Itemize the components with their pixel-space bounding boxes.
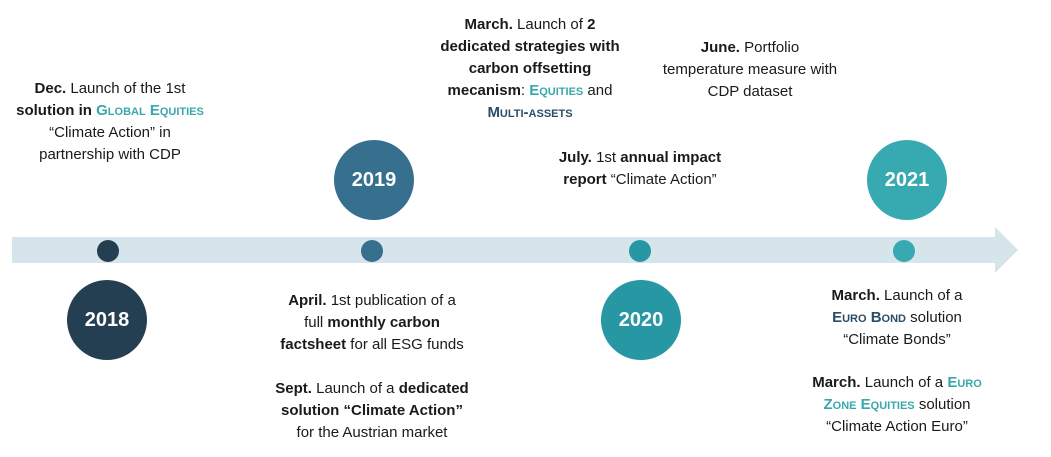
year-label-2018: 2018 (84, 308, 130, 331)
timeline-arrow (12, 227, 1018, 273)
timeline-dot-2020 (629, 240, 651, 262)
year-label-2019: 2019 (351, 168, 397, 191)
year-label-2021: 2021 (884, 168, 930, 191)
timeline-dot-2019 (361, 240, 383, 262)
event-mar-2021-euro-bond: March. Launch of a Euro Bond solution “C… (831, 287, 963, 348)
year-circle-2019: 2019 (334, 140, 414, 220)
year-circle-2020: 2020 (601, 280, 681, 360)
year-circle-2021: 2021 (867, 140, 947, 220)
event-jul-2020: July. 1st annual impact report “Climate … (558, 149, 722, 188)
year-label-2020: 2020 (618, 308, 664, 331)
year-circle-2018: 2018 (67, 280, 147, 360)
event-jun-2020: June. Portfolio temperature measure with… (662, 39, 838, 100)
event-dec-2018: Dec. Launch of the 1st solution in Globa… (16, 80, 204, 163)
event-mar-2020: March. Launch of 2 dedicated strategies … (440, 16, 620, 121)
event-sep-2019: Sept. Launch of a dedicated solution “Cl… (275, 380, 469, 441)
timeline-dot-2018 (97, 240, 119, 262)
event-apr-2019: April. 1st publication of a full monthly… (280, 292, 464, 353)
timeline-dot-2021 (893, 240, 915, 262)
event-mar-2021-euro-zone: March. Launch of a Euro Zone Equities so… (812, 374, 982, 435)
